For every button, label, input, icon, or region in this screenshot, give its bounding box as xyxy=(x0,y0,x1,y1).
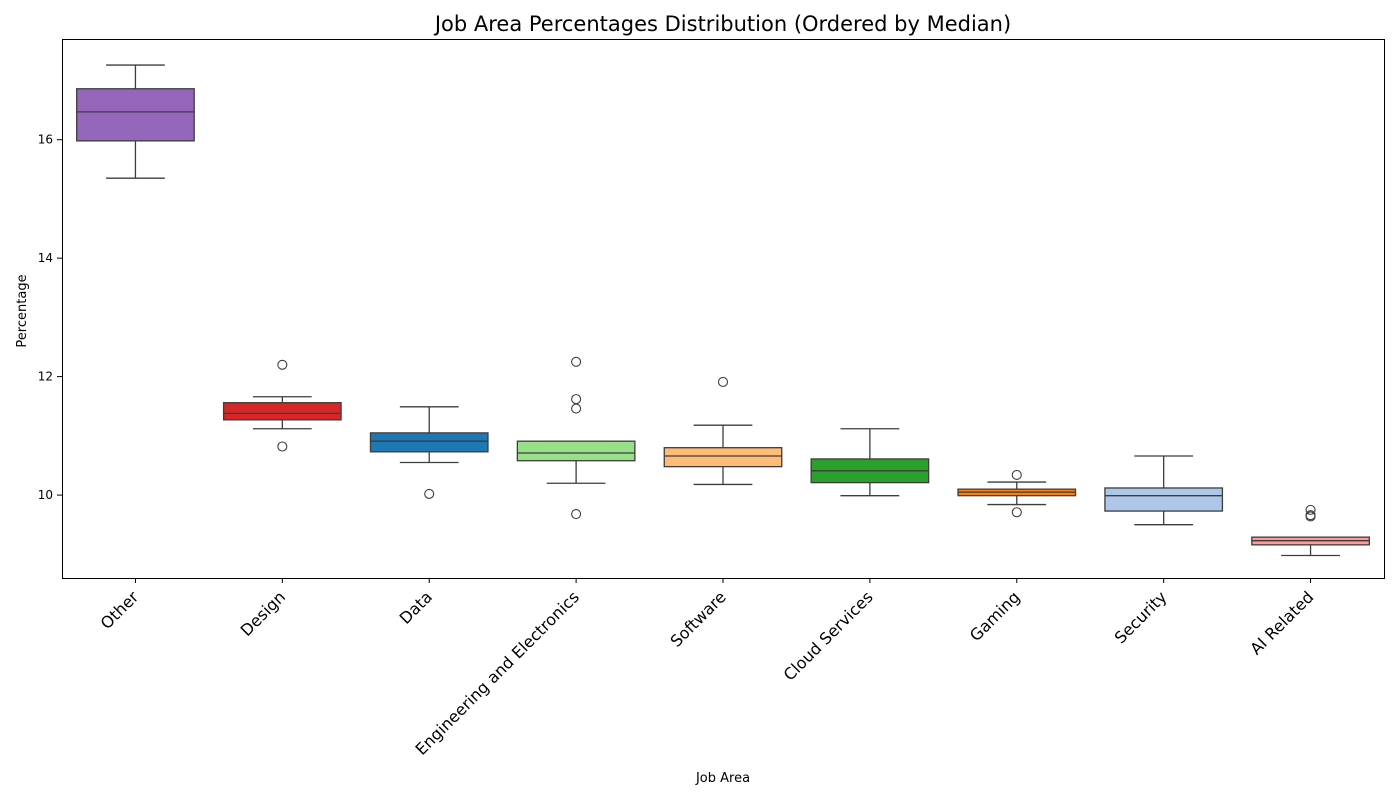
outlier-point xyxy=(1305,511,1316,522)
box-group xyxy=(810,428,930,497)
outlier-point xyxy=(1305,504,1316,515)
x-tick-label: AI Related xyxy=(1246,587,1317,658)
outlier-point xyxy=(1011,469,1022,480)
box-group xyxy=(516,356,636,520)
x-tick-label: Data xyxy=(396,587,436,627)
box-iqr xyxy=(1104,487,1224,512)
x-tick-label: Design xyxy=(237,587,290,640)
y-tick-label: 14 xyxy=(38,251,53,265)
box-group xyxy=(222,359,342,452)
boxes-layer xyxy=(76,64,1370,557)
outlier-point xyxy=(571,394,582,405)
x-tick-label: Gaming xyxy=(966,587,1024,645)
box-iqr xyxy=(76,88,195,142)
outlier-point xyxy=(571,403,582,414)
box-group xyxy=(957,469,1077,518)
y-axis: 10 12 14 16 xyxy=(38,133,62,502)
x-axis-label: Job Area xyxy=(695,771,750,786)
box-group xyxy=(76,64,195,179)
outlier-point xyxy=(424,488,435,499)
x-tick-label: Security xyxy=(1111,587,1171,647)
y-tick-label: 10 xyxy=(38,488,53,502)
box-group xyxy=(1104,455,1224,526)
y-tick-label: 12 xyxy=(38,370,53,384)
box-iqr xyxy=(222,402,342,421)
x-tick-label: Other xyxy=(97,587,143,633)
outlier-point xyxy=(571,508,582,520)
x-tick-label: Software xyxy=(667,587,730,650)
outlier-point xyxy=(717,376,729,387)
outlier-point xyxy=(277,359,288,370)
outlier-point xyxy=(1011,507,1022,518)
box-iqr xyxy=(663,447,783,468)
box-iqr xyxy=(369,432,489,453)
box-group xyxy=(1251,504,1370,557)
y-axis-label: Percentage xyxy=(15,274,30,347)
box-group xyxy=(663,376,783,486)
x-tick-label: Cloud Services xyxy=(780,587,877,684)
outlier-point xyxy=(277,441,288,452)
box-iqr xyxy=(516,440,636,462)
y-tick-label: 16 xyxy=(38,133,53,147)
outlier-point xyxy=(571,356,582,367)
box-group xyxy=(369,406,489,499)
chart-title: Job Area Percentages Distribution (Order… xyxy=(433,12,1011,36)
x-tick-label: Engineering and Electronics xyxy=(411,587,582,758)
